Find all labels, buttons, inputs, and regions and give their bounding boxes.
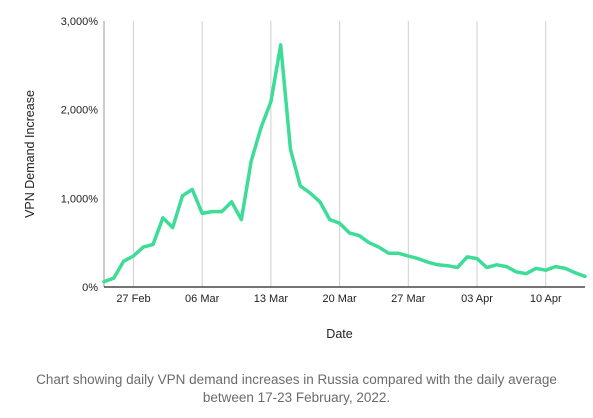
x-tick-label: 27 Feb xyxy=(116,293,150,305)
chart-container: 27 Feb 06 Mar 13 Mar 20 Mar 27 Mar 03 Apr 10 A… xyxy=(23,16,587,341)
x-tick-label: 20 Mar xyxy=(322,293,357,305)
x-axis-title: Date xyxy=(326,327,352,341)
y-tick-label: 1,000% xyxy=(61,193,99,205)
y-tick-label: 2,000% xyxy=(61,105,99,117)
x-tick-label: 03 Apr xyxy=(461,293,493,305)
x-tick-label: 13 Mar xyxy=(254,293,289,305)
y-tick-label: 0% xyxy=(82,282,98,294)
series-layer xyxy=(102,43,587,284)
y-axis-title: VPN Demand Increase xyxy=(23,90,37,218)
axes-layer xyxy=(103,21,585,288)
chart-caption: Chart showing daily VPN demand increases… xyxy=(0,371,593,407)
grid-layer xyxy=(132,21,547,287)
caption-line-2: between 17-23 February, 2022. xyxy=(202,390,391,405)
vpn-demand-chart: 27 Feb 06 Mar 13 Mar 20 Mar 27 Mar 03 Apr 10 A… xyxy=(23,16,587,341)
label-layer: 27 Feb 06 Mar 13 Mar 20 Mar 27 Mar 03 Apr 10 A… xyxy=(23,16,562,341)
y-tick-label: 3,000% xyxy=(61,16,99,28)
x-tick-label: 27 Mar xyxy=(391,293,426,305)
x-tick-label: 06 Mar xyxy=(185,293,220,305)
caption-line-1: Chart showing daily VPN demand increases… xyxy=(36,372,557,387)
series-line xyxy=(102,43,587,284)
x-tick-label: 10 Apr xyxy=(530,293,562,305)
